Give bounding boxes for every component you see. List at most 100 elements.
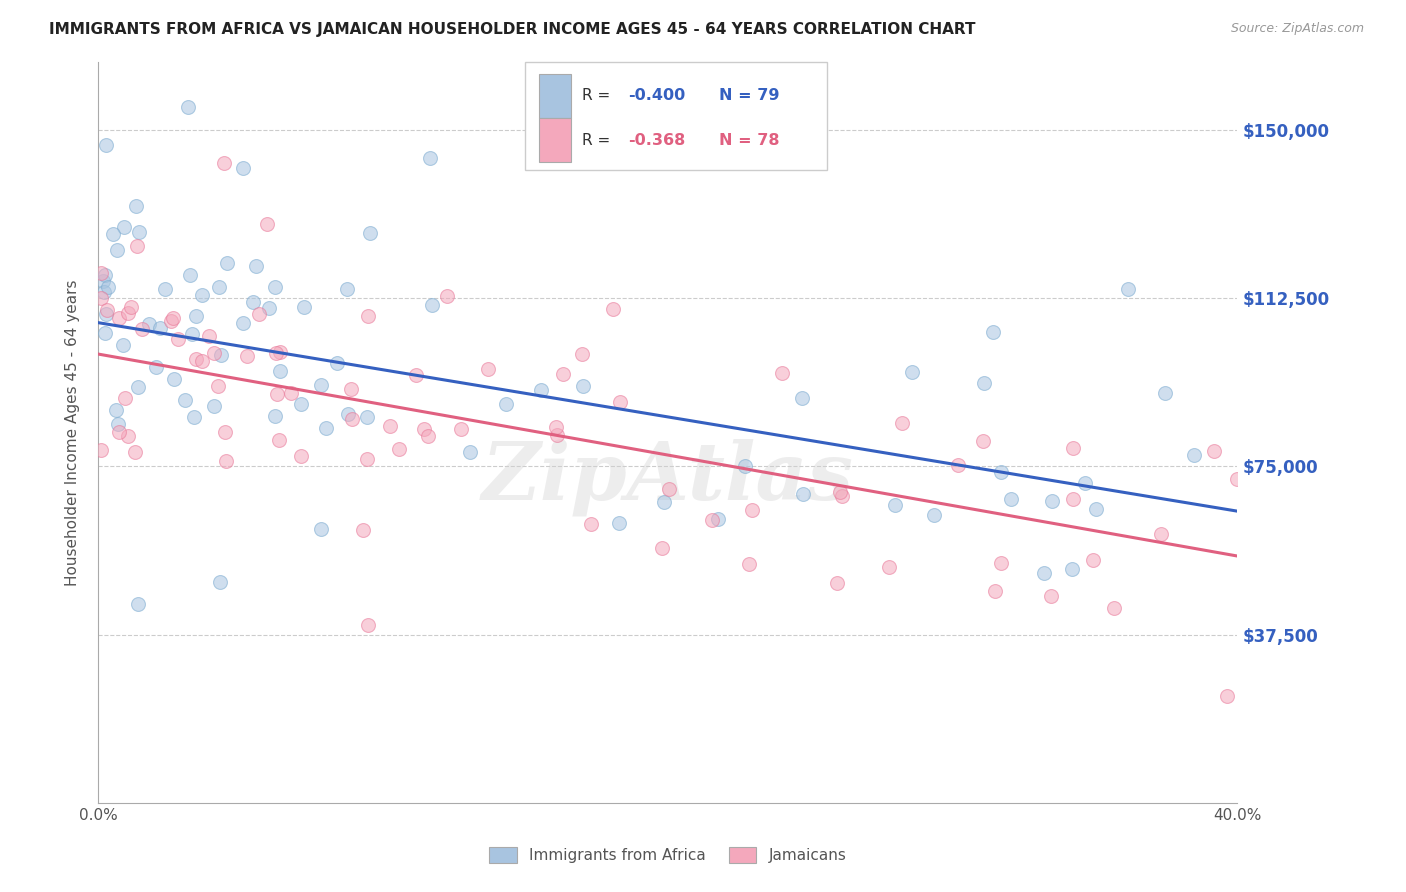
Point <box>1150 527 1173 541</box>
Point <box>1153 386 1175 401</box>
Point <box>418 429 440 443</box>
Point <box>1000 492 1022 507</box>
Text: IMMIGRANTS FROM AFRICA VS JAMAICAN HOUSEHOLDER INCOME AGES 45 - 64 YEARS CORRELA: IMMIGRANTS FROM AFRICA VS JAMAICAN HOUSE… <box>49 22 976 37</box>
Point <box>290 397 312 411</box>
Point <box>1182 448 1205 462</box>
Point <box>551 367 574 381</box>
Point <box>1081 553 1104 567</box>
Point <box>105 402 128 417</box>
Point <box>1060 562 1083 576</box>
Point <box>707 512 730 526</box>
Point <box>1062 441 1084 455</box>
Point <box>202 345 225 359</box>
Point <box>290 449 312 463</box>
Point <box>269 345 291 359</box>
Point <box>266 386 288 401</box>
Point <box>96 303 118 318</box>
Point <box>477 362 499 376</box>
Point <box>973 376 995 390</box>
Point <box>263 409 285 423</box>
Point <box>651 541 673 556</box>
Point <box>162 311 184 326</box>
Point <box>292 300 315 314</box>
Point <box>990 556 1012 570</box>
Point <box>207 379 229 393</box>
Point <box>412 422 434 436</box>
Point <box>309 378 332 392</box>
Point <box>267 433 290 447</box>
Point <box>972 434 994 448</box>
Text: R =: R = <box>582 133 616 148</box>
Text: ZipAtlas: ZipAtlas <box>482 438 853 516</box>
Point <box>177 100 200 114</box>
Point <box>922 508 945 522</box>
Point <box>101 227 124 241</box>
Point <box>658 483 681 497</box>
Point <box>112 220 135 235</box>
Point <box>232 161 254 176</box>
Point <box>831 489 853 503</box>
Point <box>145 359 167 374</box>
Point <box>181 327 204 342</box>
Point <box>124 445 146 459</box>
Point <box>114 391 136 405</box>
Point <box>1074 476 1097 491</box>
Point <box>405 368 427 383</box>
Point <box>167 332 190 346</box>
Point <box>184 309 207 323</box>
Point <box>247 307 270 321</box>
Point <box>160 314 183 328</box>
Point <box>571 378 593 392</box>
Text: N = 79: N = 79 <box>718 88 779 103</box>
Point <box>280 386 302 401</box>
Point <box>120 300 142 314</box>
Point <box>458 445 481 459</box>
Point <box>96 307 118 321</box>
Point <box>105 244 128 258</box>
Point <box>900 365 922 379</box>
Point <box>420 298 443 312</box>
Point <box>242 294 264 309</box>
Point <box>191 288 214 302</box>
Point <box>155 281 177 295</box>
Legend: Immigrants from Africa, Jamaicans: Immigrants from Africa, Jamaicans <box>484 841 852 869</box>
Point <box>790 392 813 406</box>
Point <box>359 226 381 240</box>
Point <box>90 443 112 458</box>
Point <box>94 268 117 282</box>
Point <box>236 349 259 363</box>
Point <box>336 407 359 421</box>
Text: N = 78: N = 78 <box>718 133 779 148</box>
Point <box>202 399 225 413</box>
Point <box>107 417 129 431</box>
Point <box>825 575 848 590</box>
Point <box>90 266 112 280</box>
Point <box>530 383 553 397</box>
Point <box>772 366 794 380</box>
Point <box>1226 472 1249 486</box>
Point <box>311 522 333 536</box>
Point <box>94 326 117 341</box>
Point <box>652 495 675 509</box>
Point <box>186 352 208 367</box>
Point <box>738 557 761 571</box>
Point <box>495 397 517 411</box>
Point <box>97 279 120 293</box>
Point <box>830 485 852 500</box>
Point <box>357 310 380 324</box>
Point <box>948 458 970 473</box>
Point <box>125 199 148 213</box>
Point <box>792 487 814 501</box>
Point <box>127 379 149 393</box>
Point <box>108 310 131 325</box>
Point <box>340 412 363 426</box>
Point <box>326 355 349 369</box>
Point <box>579 517 602 532</box>
Point <box>1062 491 1084 506</box>
Point <box>546 420 568 434</box>
Point <box>741 503 763 517</box>
Point <box>179 268 201 283</box>
Point <box>269 364 291 378</box>
Point <box>257 301 280 315</box>
Point <box>108 425 131 439</box>
